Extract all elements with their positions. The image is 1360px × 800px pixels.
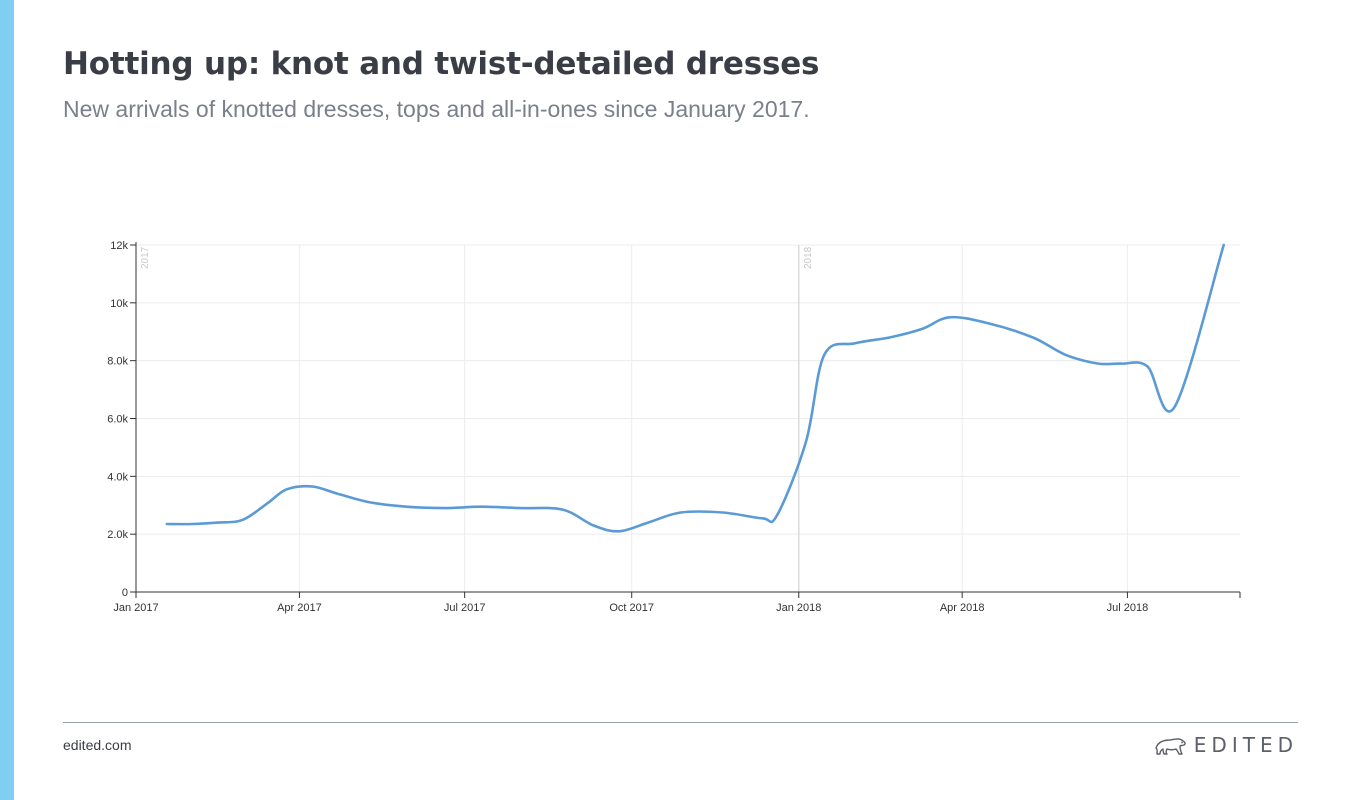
y-tick-label: 0 xyxy=(122,587,128,599)
data-point xyxy=(617,529,621,533)
data-point xyxy=(443,506,447,510)
data-point xyxy=(646,521,650,525)
y-tick-label: 12k xyxy=(110,240,128,252)
y-tick-label: 6.0k xyxy=(107,414,128,426)
polar-bear-icon xyxy=(1155,738,1186,755)
data-point xyxy=(405,505,409,509)
brand-name: EDITED xyxy=(1193,733,1298,757)
y-tick-label: 4.0k xyxy=(107,471,128,483)
data-point xyxy=(165,522,169,526)
data-point xyxy=(216,521,220,525)
x-tick-label: Apr 2017 xyxy=(277,602,322,614)
data-point xyxy=(822,353,826,357)
data-point xyxy=(368,500,372,504)
data-point xyxy=(760,516,764,520)
data-point xyxy=(947,315,951,319)
accent-bar xyxy=(0,0,14,800)
data-point xyxy=(561,508,565,512)
data-point xyxy=(519,506,523,510)
x-tick-label: Jul 2018 xyxy=(1107,602,1149,614)
y-tick-label: 8.0k xyxy=(107,356,128,368)
brand-logo: EDITED xyxy=(1154,733,1298,757)
data-point xyxy=(267,500,271,504)
data-point xyxy=(1096,362,1100,366)
year-marker-label: 2018 xyxy=(803,246,814,269)
chart-subtitle: New arrivals of knotted dresses, tops an… xyxy=(63,96,810,122)
data-point xyxy=(310,484,314,488)
data-point xyxy=(1145,364,1149,368)
series-line xyxy=(165,243,1225,533)
data-point xyxy=(775,513,779,517)
y-tick-label: 10k xyxy=(110,298,128,310)
data-point xyxy=(479,505,483,509)
x-tick-label: Jan 2017 xyxy=(113,602,158,614)
data-point xyxy=(241,518,245,522)
footer-divider xyxy=(63,722,1298,723)
data-point xyxy=(888,336,892,340)
data-point xyxy=(679,510,683,514)
footer-url: edited.com xyxy=(63,737,132,753)
data-point xyxy=(1064,353,1068,357)
data-point xyxy=(804,440,808,444)
y-tick-label: 2.0k xyxy=(107,529,128,541)
data-point xyxy=(920,327,924,331)
data-point xyxy=(190,522,194,526)
data-point xyxy=(336,492,340,496)
data-point xyxy=(285,487,289,491)
data-point xyxy=(1173,405,1177,409)
data-point xyxy=(1031,336,1035,340)
data-point xyxy=(592,523,596,527)
data-point xyxy=(721,510,725,514)
x-tick-label: Jul 2017 xyxy=(444,602,486,614)
x-tick-label: Apr 2018 xyxy=(940,602,985,614)
year-marker-label: 2017 xyxy=(140,246,151,269)
x-tick-label: Oct 2017 xyxy=(609,602,654,614)
x-tick-label: Jan 2018 xyxy=(776,602,821,614)
chart-title: Hotting up: knot and twist-detailed dres… xyxy=(63,46,820,82)
data-point xyxy=(1120,362,1124,366)
data-point xyxy=(1222,243,1226,247)
data-point xyxy=(853,341,857,345)
data-point xyxy=(986,321,990,325)
